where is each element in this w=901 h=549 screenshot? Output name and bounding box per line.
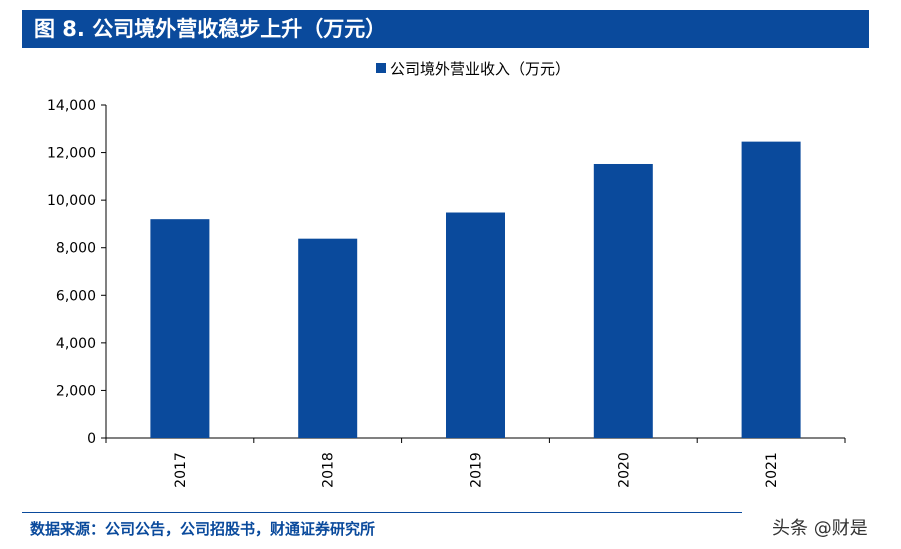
y-tick-label: 12,000 xyxy=(47,146,96,162)
x-tick-label: 2019 xyxy=(469,452,485,488)
chart-title-bar: 图 8. 公司境外营收稳步上升（万元） xyxy=(22,10,869,48)
bar-2017 xyxy=(150,219,210,438)
watermark: 头条 @财是 xyxy=(772,518,868,539)
bars xyxy=(150,141,801,438)
bar-2020 xyxy=(593,163,653,438)
y-tick-label: 10,000 xyxy=(47,193,96,209)
bar-2019 xyxy=(446,212,505,438)
legend-label: 公司境外营业收入（万元） xyxy=(390,60,570,78)
y-tick-label: 14,000 xyxy=(47,98,96,114)
source-divider xyxy=(22,512,742,513)
y-tick-label: 6,000 xyxy=(56,288,96,304)
x-tick-label: 2017 xyxy=(173,452,189,488)
bar-2021 xyxy=(741,141,801,438)
x-tick-label: 2020 xyxy=(616,452,632,488)
y-axis: 0 2,000 4,000 6,000 8,000 10,000 12,000 14,000 xyxy=(47,98,107,447)
y-tick-label: 0 xyxy=(87,431,96,447)
x-axis: 2017 2018 2019 2020 2021 xyxy=(105,437,846,488)
data-source-note: 数据来源：公司公告，公司招股书，财通证券研究所 xyxy=(30,520,376,538)
x-tick-label: 2021 xyxy=(764,452,780,488)
y-tick-label: 2,000 xyxy=(56,383,96,399)
x-tick-label: 2018 xyxy=(321,452,337,488)
y-tick-label: 4,000 xyxy=(56,336,96,352)
chart-title: 图 8. 公司境外营收稳步上升（万元） xyxy=(34,17,387,41)
bar-2018 xyxy=(298,238,358,438)
legend: 公司境外营业收入（万元） xyxy=(376,60,570,78)
legend-swatch xyxy=(376,63,386,73)
y-tick-label: 8,000 xyxy=(56,241,96,257)
